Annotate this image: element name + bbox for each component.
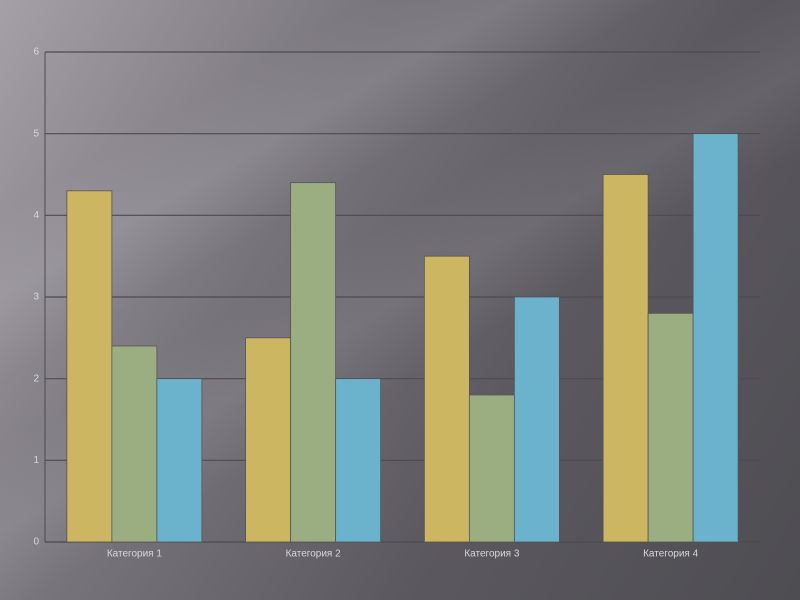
bar — [245, 337, 292, 543]
y-tick-label: 6 — [33, 47, 39, 58]
bar — [156, 378, 203, 543]
bar — [513, 296, 560, 543]
y-tick-label: 2 — [33, 373, 39, 384]
bar — [335, 378, 382, 543]
bar — [423, 255, 470, 543]
y-tick-label: 4 — [33, 210, 39, 221]
y-tick-label: 3 — [33, 292, 39, 303]
y-tick-label: 5 — [33, 128, 39, 139]
x-tick-label: Категория 4 — [643, 549, 699, 560]
y-tick-label: 0 — [33, 537, 39, 548]
y-tick-label: 1 — [33, 455, 39, 466]
bar — [111, 345, 158, 543]
bar — [468, 394, 515, 543]
bar — [290, 182, 337, 543]
x-tick-label: Категория 1 — [107, 549, 163, 560]
bar — [647, 312, 694, 543]
bar — [692, 133, 739, 543]
x-tick-label: Категория 3 — [464, 549, 520, 560]
bar — [66, 190, 113, 543]
bar — [602, 174, 649, 543]
x-tick-label: Категория 2 — [286, 549, 342, 560]
